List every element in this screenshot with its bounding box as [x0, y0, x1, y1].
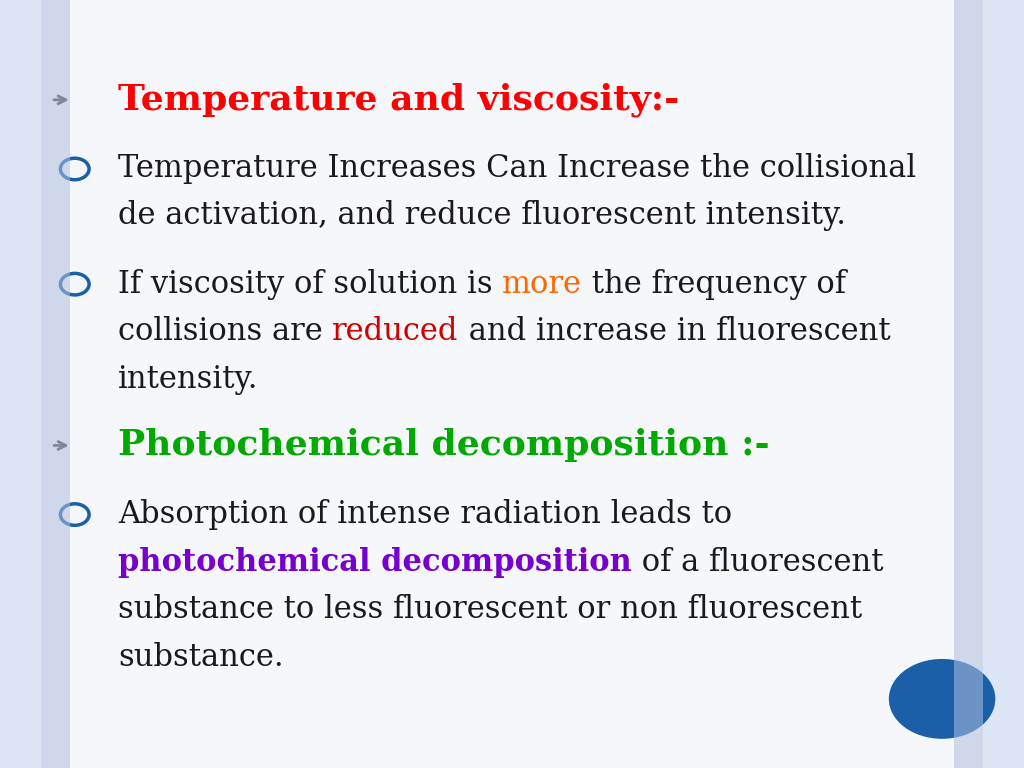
Text: photochemical decomposition: photochemical decomposition — [118, 547, 632, 578]
Text: the frequency of: the frequency of — [582, 269, 846, 300]
Text: Absorption of intense radiation leads to: Absorption of intense radiation leads to — [118, 499, 732, 530]
Text: more: more — [502, 269, 582, 300]
Text: Photochemical decomposition :-: Photochemical decomposition :- — [118, 429, 769, 462]
Text: and increase in fluorescent: and increase in fluorescent — [459, 316, 890, 347]
Text: If viscosity of solution is: If viscosity of solution is — [118, 269, 502, 300]
Text: collisions are: collisions are — [118, 316, 332, 347]
Text: reduced: reduced — [332, 316, 459, 347]
Text: Temperature and viscosity:-: Temperature and viscosity:- — [118, 83, 679, 117]
Text: Temperature Increases Can Increase the collisional: Temperature Increases Can Increase the c… — [118, 154, 915, 184]
Text: intensity.: intensity. — [118, 364, 258, 395]
Text: de activation, and reduce fluorescent intensity.: de activation, and reduce fluorescent in… — [118, 200, 846, 230]
Text: substance to less fluorescent or non fluorescent: substance to less fluorescent or non flu… — [118, 594, 862, 625]
Text: substance.: substance. — [118, 642, 284, 673]
Circle shape — [889, 659, 995, 739]
Text: of a fluorescent: of a fluorescent — [632, 547, 883, 578]
